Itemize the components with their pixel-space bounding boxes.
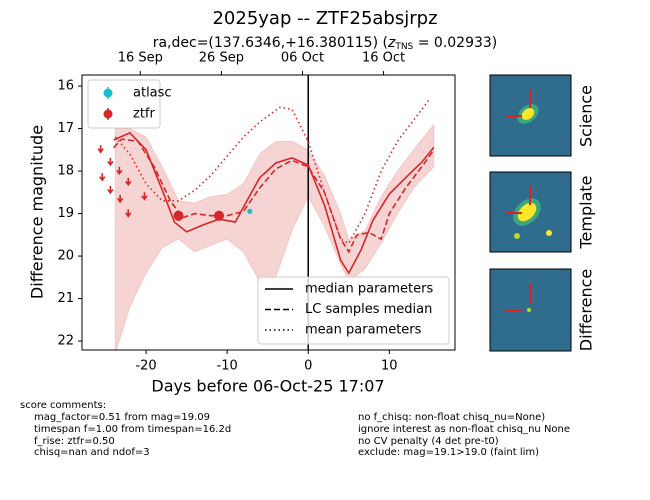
legend-label: median parameters [305,282,433,297]
comments-heading: score comments: [20,400,106,411]
data-point [214,210,225,221]
legend-box [257,276,450,345]
upper-limit [97,145,104,154]
y-tick-label: 20 [57,249,74,264]
comment: timespan f=1.00 from timespan=16.2d [34,424,231,435]
source [521,108,535,120]
x-tick-label: 10 [381,359,398,374]
x-tick-label: -10 [217,359,238,374]
legend-marker [103,88,113,98]
subtitle-sub: TNS [394,42,413,52]
star [546,230,552,236]
subtitle-prefix: ra,dec=(137.6346,+16.380115) ( [153,35,388,51]
data-point [247,208,253,214]
upper-limit [107,157,114,167]
upper-limit [125,209,132,218]
legend-label: atlasc [133,86,172,101]
comment: no CV penalty (4 det pre-t0) [358,436,499,447]
y-tick-label: 19 [57,206,74,221]
y-tick-label: 16 [57,79,74,94]
data-point [173,210,184,221]
comment: no f_chisq: non-float chisq_nu=None) [358,412,545,423]
y-tick-label: 18 [57,164,74,179]
top-x-tick-label: 26 Sep [199,51,244,66]
upper-limit [125,177,132,187]
comments: score comments: mag_factor=0.51 from mag… [20,400,570,458]
y-tick-label: 17 [57,121,74,136]
comment: chisq=nan and ndof=3 [34,447,150,458]
upper-limit [116,166,123,176]
comment: f_rise: ztfr=0.50 [34,436,115,447]
panel-label: Science [577,85,596,147]
star [514,233,520,239]
comment: exclude: mag=19.1>19.0 (faint lim) [358,447,539,458]
source [517,202,537,222]
panel-label: Difference [577,269,596,351]
stamps: Science Template Difference [489,74,596,352]
y-tick-label: 22 [57,334,74,349]
source [527,308,531,312]
axes-frame [81,74,456,351]
top-x-tick-label: 16 Oct [362,51,405,66]
legend-label: ztfr [133,107,155,122]
upper-limit [141,192,148,201]
model-line [113,131,435,275]
science-stamp [489,74,572,157]
legend-label: mean parameters [305,323,422,338]
clipped-area [97,75,435,350]
x-tick-label: -20 [135,359,156,374]
legend-label: LC samples median [305,302,432,317]
template-stamp [489,171,572,253]
y-tick-label: 21 [57,291,74,306]
subtitle-suffix: = 0.02933) [413,35,497,51]
x-axis-label: Days before 06-Oct-25 17:07 [151,377,384,396]
legend-marker [103,109,113,119]
subtitle-z: z [387,35,396,51]
chart-subtitle: ra,dec=(137.6346,+16.380115) (zTNS = 0.0… [153,35,498,52]
upper-limit [99,173,106,182]
plot-area: -20 -10 0 10 16 17 18 19 20 21 22 16 Sep 26 Sep 06 Oc… [57,51,456,374]
x-tick-label: 0 [304,359,312,374]
y-axis-label: Difference magnitude [28,125,47,299]
comment: ignore interest as non-float chisq_nu No… [358,424,570,435]
panel-label: Template [577,175,596,249]
top-x-tick-label: 16 Sep [118,51,163,66]
chart-title: 2025yap -- ZTF25absjrpz [212,8,437,29]
model-line [114,98,431,245]
difference-stamp [489,268,572,352]
uncertainty-band [114,122,435,350]
top-x-tick-label: 06 Oct [281,51,324,66]
upper-limit [116,194,124,204]
upper-limit [107,185,114,195]
comment: mag_factor=0.51 from mag=19.09 [34,412,210,423]
